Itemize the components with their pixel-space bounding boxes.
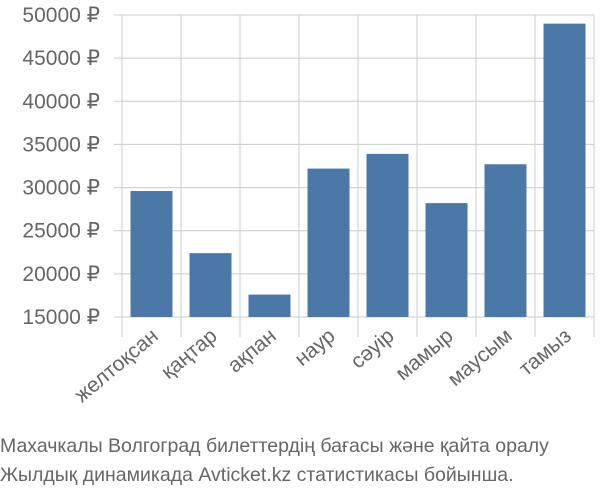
- y-axis-tick-labels: 15000 ₽ 20000 ₽ 25000 ₽ 30000 ₽ 35000 ₽ 40000…: [22, 4, 100, 329]
- y-tick-label: 30000 ₽: [22, 177, 100, 200]
- bar: [425, 203, 468, 317]
- chart-caption: Махачкалы Волгоград билеттердің бағасы ж…: [0, 432, 600, 490]
- x-tick-label: ақпан: [223, 324, 280, 377]
- bar: [248, 294, 291, 317]
- bar: [130, 191, 173, 317]
- x-tick-label: маусым: [444, 324, 517, 391]
- x-tick-label: тамыз: [515, 324, 576, 380]
- bar: [543, 23, 586, 317]
- grid-lines: [114, 14, 595, 337]
- bars: [130, 23, 586, 317]
- bar: [366, 153, 409, 317]
- caption-line-2: Жылдық динамикада Avticket.kz статистика…: [0, 464, 514, 486]
- bar-chart: 15000 ₽ 20000 ₽ 25000 ₽ 30000 ₽ 35000 ₽ 40000…: [22, 4, 595, 407]
- x-tick-label: желтоқсан: [70, 324, 162, 407]
- caption-line-1: Махачкалы Волгоград билеттердің бағасы ж…: [0, 435, 549, 457]
- x-tick-label: қаңтар: [157, 324, 222, 384]
- y-tick-label: 25000 ₽: [22, 220, 100, 243]
- y-tick-label: 15000 ₽: [22, 306, 100, 329]
- y-tick-label: 45000 ₽: [22, 47, 100, 70]
- bar: [189, 253, 232, 317]
- y-tick-label: 40000 ₽: [22, 90, 100, 113]
- bar: [307, 168, 350, 317]
- y-tick-label: 20000 ₽: [22, 263, 100, 286]
- bar: [484, 164, 527, 317]
- x-tick-label: сәуір: [346, 324, 398, 373]
- y-tick-label: 35000 ₽: [22, 133, 100, 156]
- y-tick-label: 50000 ₽: [22, 4, 100, 27]
- x-tick-label: наур: [290, 324, 339, 371]
